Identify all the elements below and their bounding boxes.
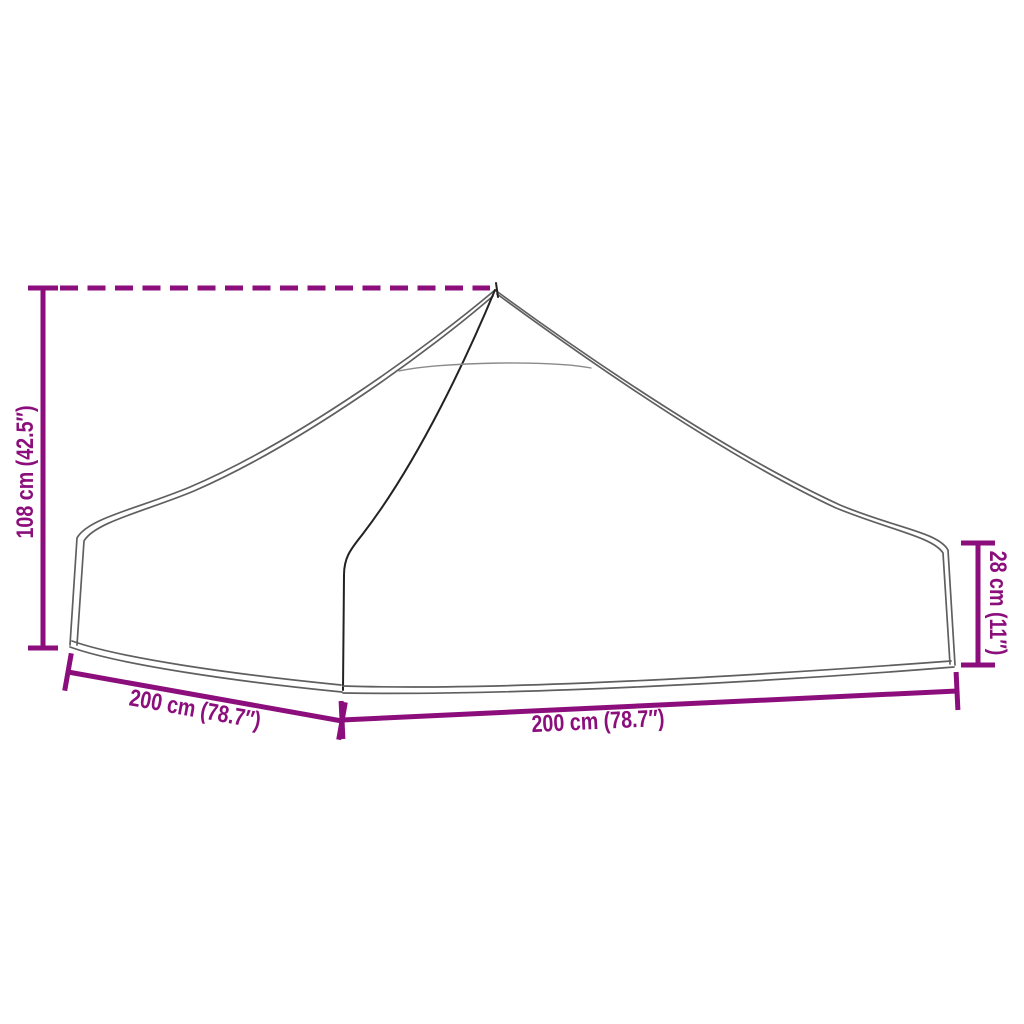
roof-front-edge xyxy=(342,289,496,691)
depth-dimension-tick-left xyxy=(62,652,74,692)
peak-cap-tick xyxy=(495,282,499,298)
width-dimension-tick-right xyxy=(953,671,961,711)
width-dimension-line xyxy=(341,688,958,723)
roof-seam-line xyxy=(398,362,592,372)
depth-dimension-line xyxy=(67,669,343,724)
tent-outline xyxy=(69,282,956,695)
dimension-annotations xyxy=(28,285,995,741)
hem-front-upper xyxy=(342,660,952,688)
hem-front-lower xyxy=(342,666,955,695)
hem-left-upper xyxy=(71,640,342,686)
roof-left-slope-inner xyxy=(76,295,494,646)
roof-right-slope-outer xyxy=(494,289,956,666)
roof-left-slope-outer xyxy=(69,289,496,646)
width-dimension-tick-left xyxy=(338,700,346,740)
hem-left-lower xyxy=(69,646,343,693)
dimension-label-valance-height: 28 cm (11″) xyxy=(984,550,1011,656)
dimension-label-total-height: 108 cm (42.5″) xyxy=(12,405,39,539)
roof-right-slope-inner xyxy=(496,293,951,665)
